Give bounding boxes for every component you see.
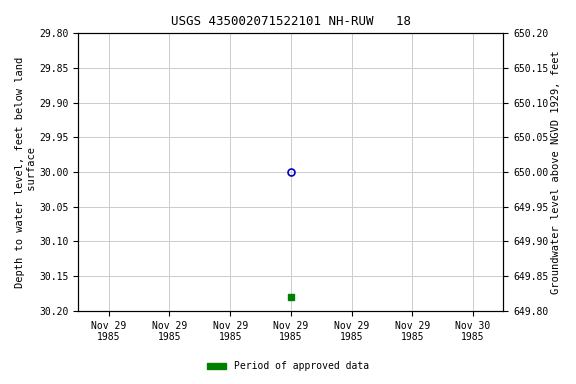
Legend: Period of approved data: Period of approved data (203, 358, 373, 375)
Title: USGS 435002071522101 NH-RUW   18: USGS 435002071522101 NH-RUW 18 (171, 15, 411, 28)
Y-axis label: Groundwater level above NGVD 1929, feet: Groundwater level above NGVD 1929, feet (551, 50, 561, 294)
Y-axis label: Depth to water level, feet below land
 surface: Depth to water level, feet below land su… (15, 56, 37, 288)
